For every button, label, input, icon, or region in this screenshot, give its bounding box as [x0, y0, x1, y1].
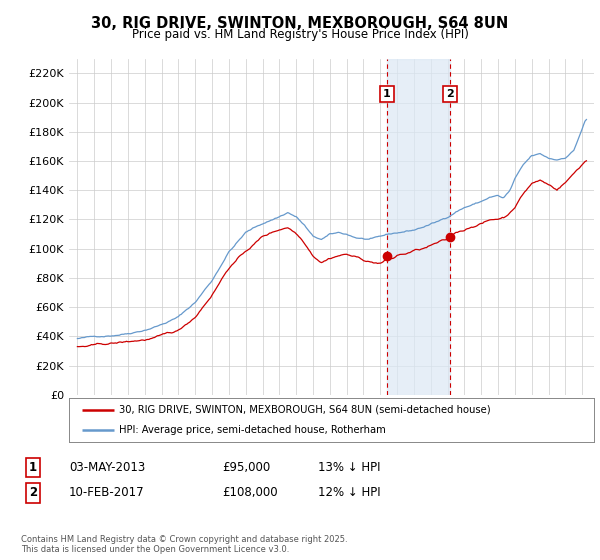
- Text: £95,000: £95,000: [222, 461, 270, 474]
- Text: 2: 2: [29, 486, 37, 500]
- Text: Contains HM Land Registry data © Crown copyright and database right 2025.
This d: Contains HM Land Registry data © Crown c…: [21, 535, 347, 554]
- Bar: [386, 59, 449, 395]
- Text: HPI: Average price, semi-detached house, Rotherham: HPI: Average price, semi-detached house,…: [119, 425, 386, 435]
- Text: 1: 1: [29, 461, 37, 474]
- Text: 1: 1: [383, 89, 391, 99]
- Text: Price paid vs. HM Land Registry's House Price Index (HPI): Price paid vs. HM Land Registry's House …: [131, 28, 469, 41]
- Text: 10-FEB-2017: 10-FEB-2017: [69, 486, 145, 500]
- Text: 30, RIG DRIVE, SWINTON, MEXBOROUGH, S64 8UN (semi-detached house): 30, RIG DRIVE, SWINTON, MEXBOROUGH, S64 …: [119, 405, 491, 415]
- Text: 12% ↓ HPI: 12% ↓ HPI: [318, 486, 380, 500]
- Text: £108,000: £108,000: [222, 486, 278, 500]
- Text: 2: 2: [446, 89, 454, 99]
- Text: 13% ↓ HPI: 13% ↓ HPI: [318, 461, 380, 474]
- Text: 30, RIG DRIVE, SWINTON, MEXBOROUGH, S64 8UN: 30, RIG DRIVE, SWINTON, MEXBOROUGH, S64 …: [91, 16, 509, 31]
- Text: 03-MAY-2013: 03-MAY-2013: [69, 461, 145, 474]
